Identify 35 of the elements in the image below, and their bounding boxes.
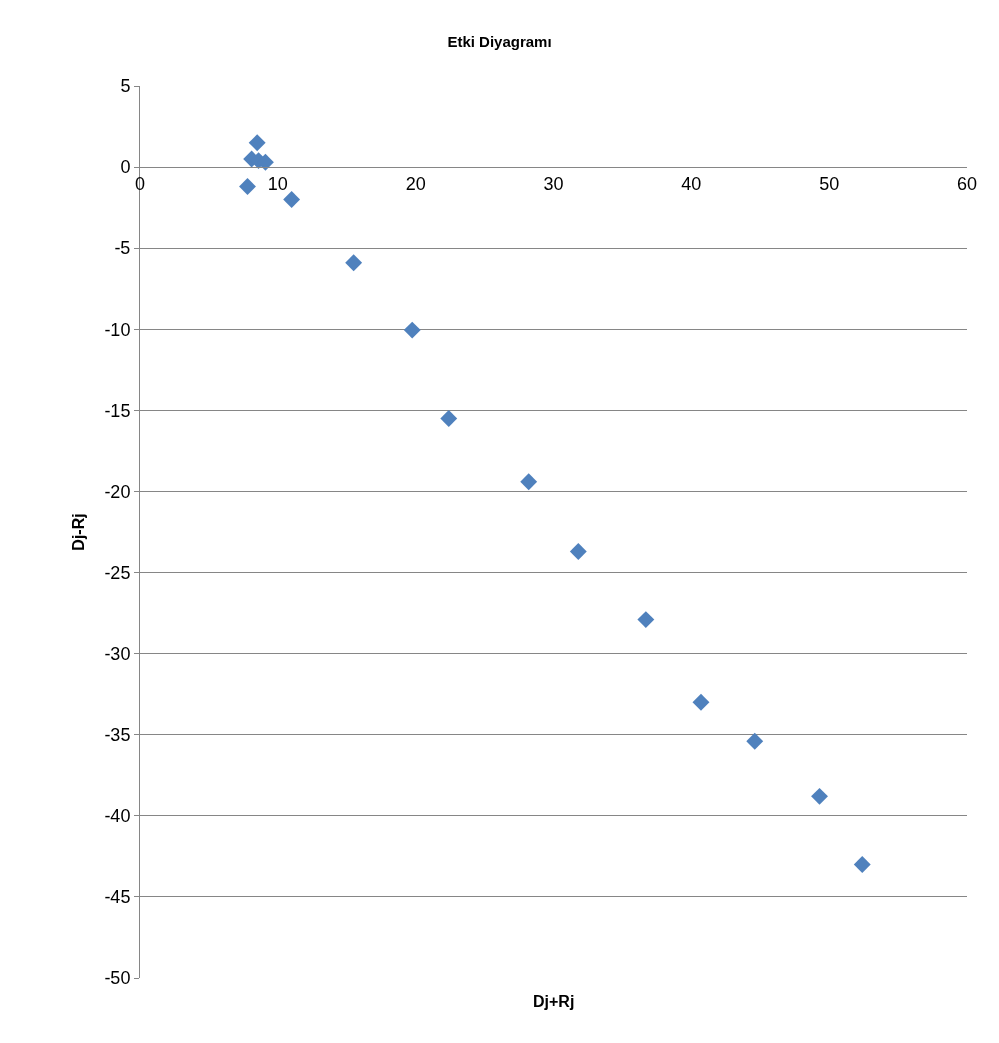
y-tick-label: -10 <box>104 319 131 340</box>
point <box>440 410 458 427</box>
y-axis-title: Dj-Rj <box>70 513 88 551</box>
y-tick-label: 5 <box>120 76 131 97</box>
point <box>692 693 710 711</box>
point <box>345 254 363 272</box>
x-tick-label: 20 <box>405 173 426 194</box>
y-tick-label: -20 <box>104 481 131 502</box>
y-tick-label: 0 <box>120 157 131 178</box>
y-tick-label: -40 <box>104 806 131 827</box>
y-tick-label: -35 <box>104 725 131 746</box>
point <box>569 543 587 560</box>
point <box>811 787 828 805</box>
point <box>520 473 538 491</box>
x-tick-label: 10 <box>267 173 288 194</box>
point <box>403 321 421 339</box>
x-axis-title: Dj+Rj <box>533 993 575 1010</box>
y-tick-label: -15 <box>104 400 131 421</box>
x-tick-label: 40 <box>681 173 702 194</box>
x-tick-label: 30 <box>543 173 564 194</box>
x-tick-label: 0 <box>134 173 146 194</box>
point <box>853 856 871 873</box>
x-tick-label: 50 <box>819 173 840 194</box>
chart-title: Etki Diyagramı <box>447 33 552 51</box>
y-tick-label: -45 <box>104 887 131 908</box>
point <box>239 178 256 195</box>
x-tick-label: 60 <box>956 173 978 194</box>
point <box>637 611 655 629</box>
point <box>248 134 266 152</box>
point <box>283 191 301 208</box>
y-tick-label: -30 <box>104 643 131 664</box>
point <box>746 732 764 750</box>
y-tick-label: -5 <box>114 238 131 259</box>
y-tick-label: -50 <box>104 968 131 989</box>
y-tick-label: -25 <box>104 562 131 583</box>
